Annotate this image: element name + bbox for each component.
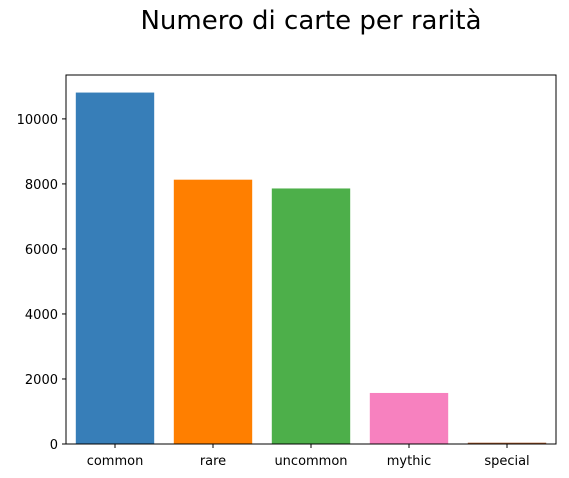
y-tick-label: 0: [50, 438, 58, 453]
x-tick-label: common: [87, 454, 144, 469]
y-tick-label: 10000: [17, 113, 58, 128]
bar-uncommon: [271, 188, 351, 444]
x-tick-label: special: [484, 454, 529, 469]
y-tick-label: 4000: [25, 308, 58, 323]
y-tick-label: 6000: [25, 243, 58, 258]
bar-special: [467, 442, 547, 445]
y-axis-ticks: 0 2000 4000 6000 8000 10000: [17, 113, 66, 453]
y-tick-label: 2000: [25, 373, 58, 388]
bars-group: [75, 92, 547, 445]
y-tick-label: 8000: [25, 178, 58, 193]
x-tick-label: rare: [200, 454, 226, 469]
chart-title: Numero di carte per rarità: [140, 6, 482, 36]
bar-common: [75, 92, 155, 445]
x-tick-label: uncommon: [274, 454, 347, 469]
x-tick-label: mythic: [387, 454, 431, 469]
bar-mythic: [369, 392, 449, 444]
plot-frame: [65, 74, 557, 445]
x-axis-ticks: common rare uncommon mythic special: [87, 444, 530, 469]
bar-rare: [173, 179, 253, 444]
